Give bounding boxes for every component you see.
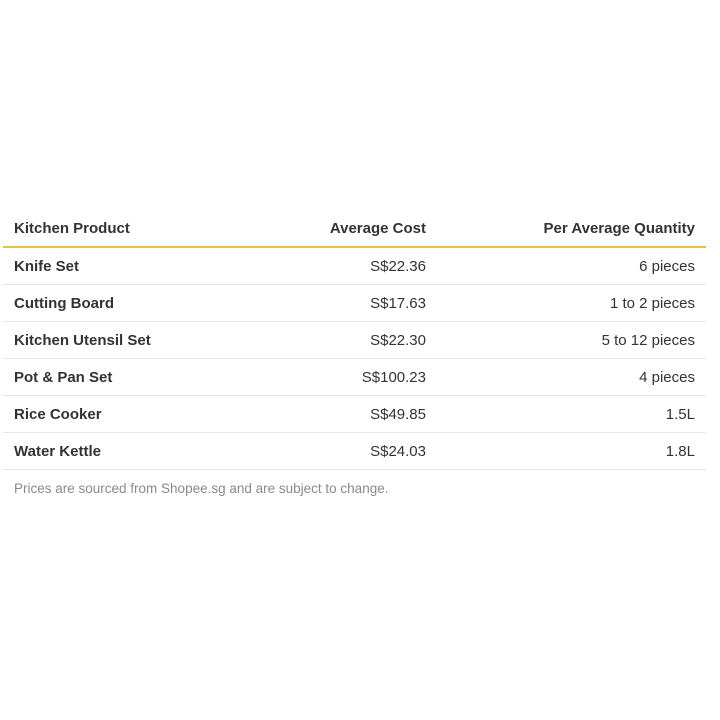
table-row: Water Kettle S$24.03 1.8L [3, 432, 706, 470]
quantity-cell: 1 to 2 pieces [437, 284, 706, 322]
header-kitchen-product: Kitchen Product [3, 210, 225, 248]
quantity-cell: 5 to 12 pieces [437, 321, 706, 359]
product-cell: Pot & Pan Set [3, 358, 225, 396]
cost-cell: S$24.03 [225, 432, 437, 470]
table-row: Pot & Pan Set S$100.23 4 pieces [3, 358, 706, 396]
cost-cell: S$22.30 [225, 321, 437, 359]
price-table-section: Kitchen Product Average Cost Per Average… [0, 210, 710, 496]
header-per-average-quantity: Per Average Quantity [437, 210, 706, 248]
header-row: Kitchen Product Average Cost Per Average… [3, 210, 706, 248]
table-row: Kitchen Utensil Set S$22.30 5 to 12 piec… [3, 321, 706, 359]
cost-cell: S$17.63 [225, 284, 437, 322]
table-head: Kitchen Product Average Cost Per Average… [3, 210, 706, 248]
table-row: Cutting Board S$17.63 1 to 2 pieces [3, 284, 706, 322]
cost-cell: S$22.36 [225, 247, 437, 285]
header-average-cost: Average Cost [225, 210, 437, 248]
product-cell: Rice Cooker [3, 395, 225, 433]
product-cell: Knife Set [3, 247, 225, 285]
quantity-cell: 4 pieces [437, 358, 706, 396]
price-table: Kitchen Product Average Cost Per Average… [3, 210, 706, 470]
source-note: Prices are sourced from Shopee.sg and ar… [14, 481, 389, 496]
cost-cell: S$49.85 [225, 395, 437, 433]
quantity-cell: 6 pieces [437, 247, 706, 285]
quantity-cell: 1.8L [437, 432, 706, 470]
product-cell: Water Kettle [3, 432, 225, 470]
table-body: Knife Set S$22.36 6 pieces Cutting Board… [3, 247, 706, 470]
table-row: Knife Set S$22.36 6 pieces [3, 247, 706, 285]
product-cell: Kitchen Utensil Set [3, 321, 225, 359]
product-cell: Cutting Board [3, 284, 225, 322]
cost-cell: S$100.23 [225, 358, 437, 396]
table-row: Rice Cooker S$49.85 1.5L [3, 395, 706, 433]
quantity-cell: 1.5L [437, 395, 706, 433]
